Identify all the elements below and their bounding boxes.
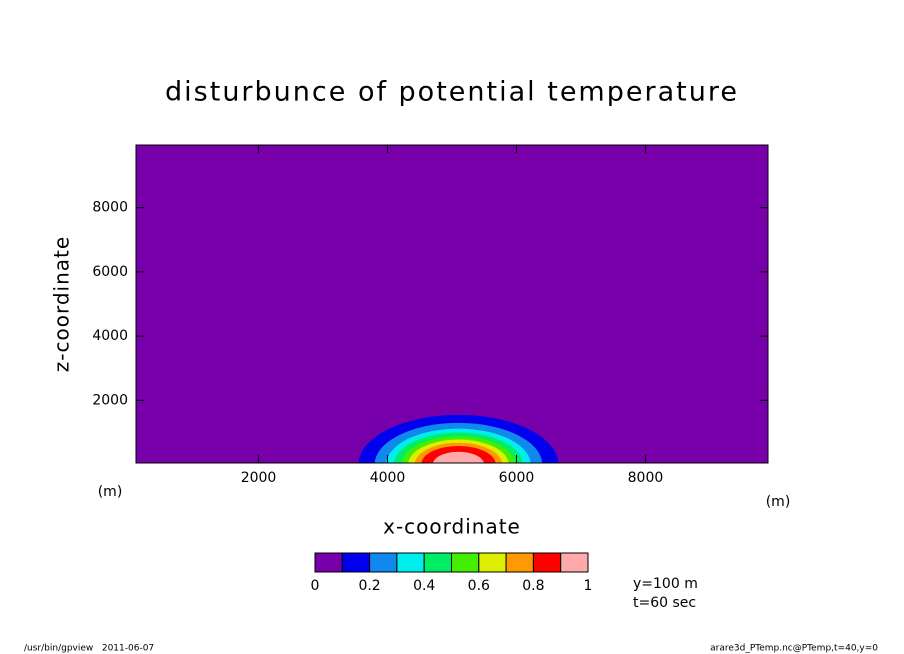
x-axis-label: x-coordinate	[383, 515, 521, 539]
y-axis-label: z-coordinate	[50, 236, 74, 372]
colorbar-box	[423, 552, 453, 573]
contour-field	[136, 145, 768, 463]
colorbar-box	[396, 552, 425, 573]
colorbar-box	[451, 552, 480, 573]
background-level	[136, 145, 768, 463]
x-tick-label: 4000	[370, 470, 406, 486]
colorbar-box	[369, 552, 398, 573]
x-tick-label: 2000	[241, 470, 277, 486]
contour-region	[421, 445, 496, 463]
colorbar-box	[505, 552, 534, 573]
annotation: y=100 m	[633, 576, 698, 592]
colorbar-label: 0	[311, 578, 320, 594]
y-tick-label: 2000	[92, 392, 128, 408]
y-unit: (m)	[98, 484, 123, 500]
colorbar-label: 0.6	[468, 578, 490, 594]
footer: arare3d_PTemp.nc@PTemp,t=40,y=0	[710, 644, 878, 654]
y-tick-label: 6000	[92, 264, 128, 280]
contour-region	[432, 451, 485, 463]
colorbar-box	[478, 552, 507, 573]
colorbar-label: 0.2	[358, 578, 380, 594]
y-tick-label: 8000	[92, 200, 128, 216]
colorbar-box	[560, 552, 589, 573]
colorbar-label: 0.8	[522, 578, 544, 594]
colorbar-label: 0.4	[413, 578, 435, 594]
colorbar-box	[341, 552, 371, 573]
colorbar-box	[532, 552, 562, 573]
x-unit: (m)	[766, 494, 791, 510]
x-tick-label: 8000	[628, 470, 664, 486]
chart-title: disturbunce of potential temperature	[165, 77, 739, 108]
colorbar-label: 1	[584, 578, 593, 594]
y-tick-label: 4000	[92, 328, 128, 344]
colorbar-box	[314, 552, 343, 573]
footer: /usr/bin/gpview 2011-06-07	[24, 644, 154, 654]
plot-frame	[135, 144, 769, 464]
annotation: t=60 sec	[633, 595, 696, 611]
x-tick-label: 6000	[499, 470, 535, 486]
